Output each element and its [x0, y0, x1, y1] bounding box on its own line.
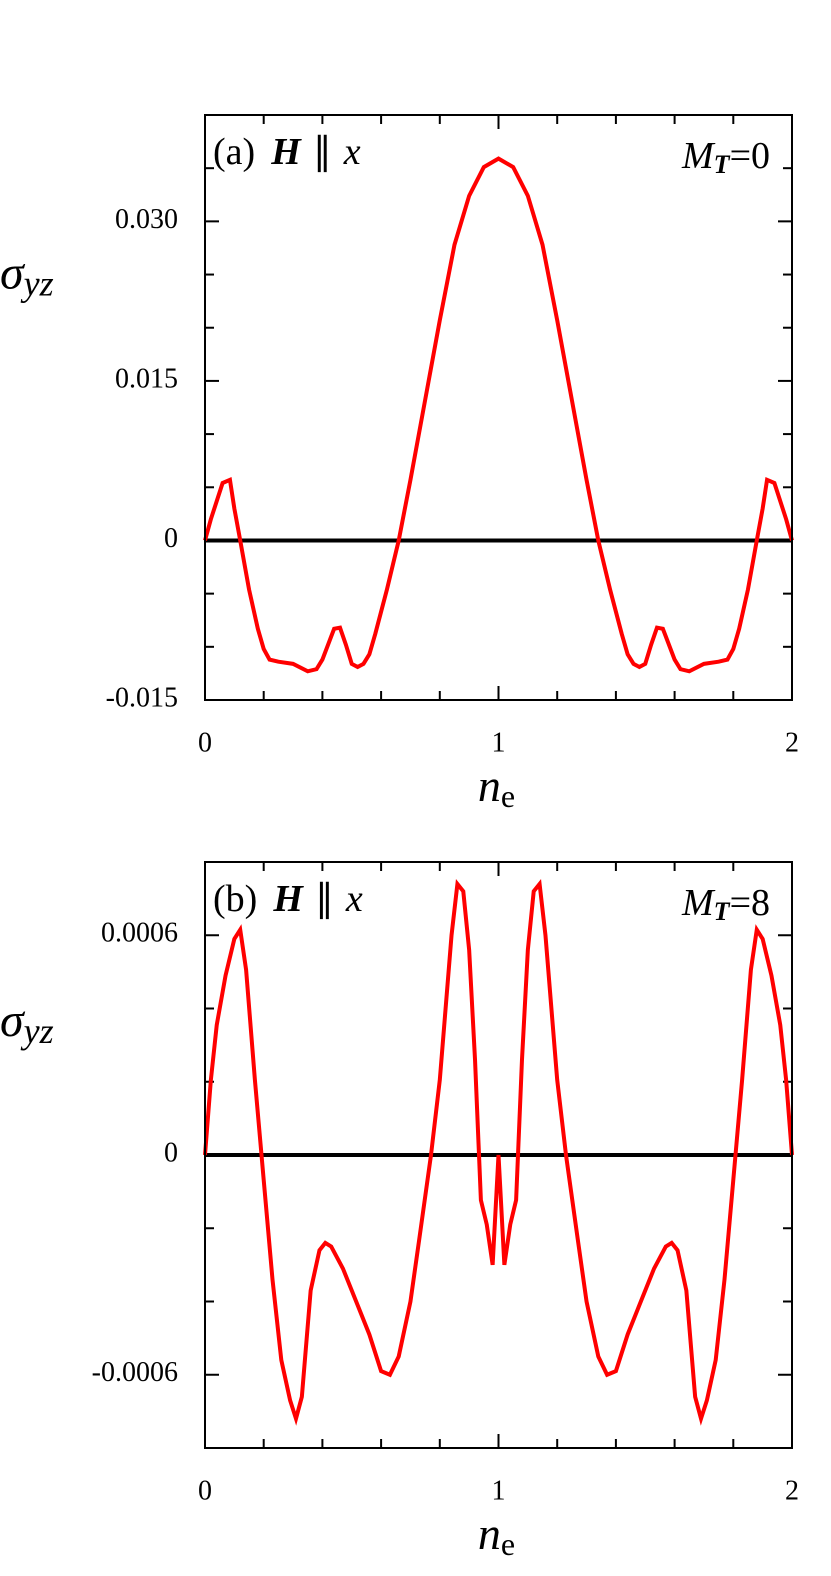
- x-tick-label: 0: [198, 727, 212, 758]
- parallel-symbol: ∥: [313, 131, 332, 173]
- x-tick-label: 0: [198, 1475, 212, 1506]
- x-tick-label: 1: [492, 727, 506, 758]
- y-tick-label: -0.015: [106, 682, 178, 713]
- field-symbol: H: [270, 131, 302, 173]
- panel-annotation: (b) H ∥ x: [213, 878, 363, 920]
- parallel-symbol: ∥: [315, 878, 334, 920]
- data-line: [203, 156, 794, 674]
- moment-subscript: T: [714, 897, 731, 926]
- moment-symbol: M: [681, 135, 716, 177]
- direction-symbol: x: [345, 878, 363, 920]
- y-tick-label: 0: [164, 523, 178, 554]
- y-tick-label: 0.0006: [101, 918, 178, 949]
- y-tick-label: -0.0006: [92, 1357, 178, 1388]
- y-tick-label: 0.030: [115, 204, 178, 235]
- panel-label: (a): [213, 131, 255, 173]
- y-axis-label: σyz: [0, 247, 54, 304]
- data-line: [203, 878, 794, 1426]
- moment-value: =8: [730, 882, 770, 924]
- moment-symbol: M: [681, 882, 716, 924]
- x-tick-label: 1: [492, 1475, 506, 1506]
- panel-label: (b): [213, 878, 257, 920]
- y-label-symbol: σ: [0, 994, 26, 1047]
- field-symbol: H: [272, 878, 304, 920]
- plot-frame: [204, 861, 793, 1449]
- moment-annotation: MT=8: [681, 882, 770, 926]
- y-label-subscript: yz: [21, 264, 54, 304]
- y-tick-label: 0.015: [115, 363, 178, 394]
- x-tick-label: 2: [785, 1475, 799, 1506]
- moment-annotation: MT=0: [681, 135, 770, 179]
- plot-frame: [204, 114, 793, 701]
- y-label-subscript: yz: [21, 1011, 54, 1051]
- y-label-symbol: σ: [0, 247, 26, 300]
- moment-subscript: T: [714, 150, 731, 179]
- x-label-subscript: e: [501, 1526, 515, 1562]
- y-axis-label: σyz: [0, 994, 54, 1051]
- x-label-symbol: n: [478, 1508, 501, 1559]
- moment-value: =0: [730, 135, 770, 177]
- panel-annotation: (a) H ∥ x: [213, 131, 361, 173]
- x-tick-label: 2: [785, 727, 799, 758]
- x-label-symbol: n: [478, 760, 501, 811]
- x-axis-label: ne: [478, 760, 515, 815]
- x-axis-label: ne: [478, 1508, 515, 1563]
- x-label-subscript: e: [501, 778, 515, 814]
- y-tick-label: 0: [164, 1137, 178, 1168]
- direction-symbol: x: [343, 131, 361, 173]
